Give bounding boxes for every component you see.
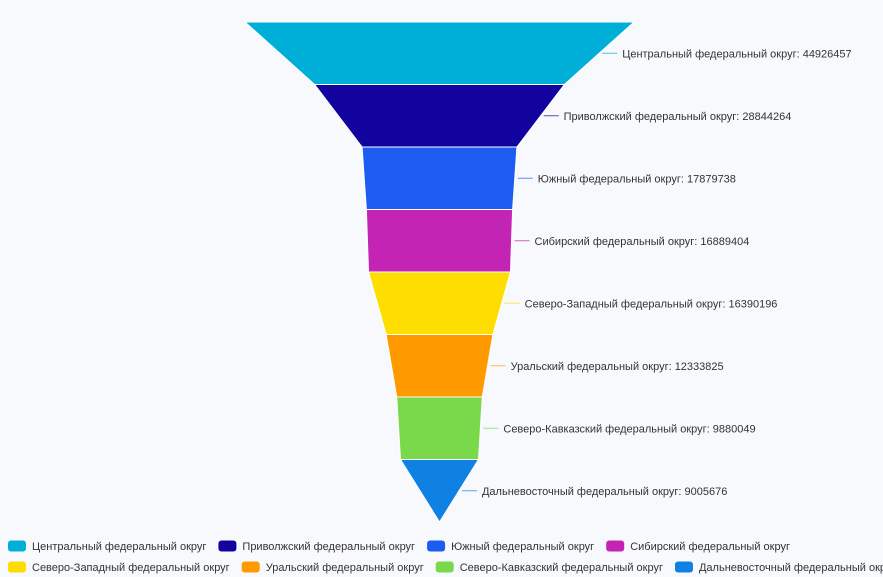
legend-item[interactable]: Северо-Кавказский федеральный округ [435,561,663,575]
legend-swatch [8,561,26,573]
legend-label: Южный федеральный округ [451,541,594,553]
legend-swatch [218,540,237,552]
funnel-segment[interactable] [365,209,514,273]
legend-item[interactable]: Южный федеральный округ [427,540,594,554]
legend-swatch [8,540,26,552]
funnel-segment[interactable] [361,146,518,210]
legend-label: Уральский федеральный округ [266,562,424,574]
legend: Центральный федеральный округ Приволжский… [8,540,883,575]
funnel-segment[interactable] [396,396,483,460]
funnel-segment[interactable] [385,334,494,398]
data-label: Приволжский федеральный округ: 28844264 [564,111,792,123]
legend-swatch [435,561,454,573]
legend-swatch [427,540,446,552]
legend-label: Дальневосточный федеральный округ [699,562,883,574]
funnel-segments [243,21,636,523]
data-label: Северо-Западный федеральный округ: 16390… [525,298,778,310]
data-label: Уральский федеральный округ: 12333825 [511,361,724,373]
legend-item[interactable]: Дальневосточный федеральный округ [674,561,883,575]
funnel-labels: Центральный федеральный округ: 44926457 П… [461,48,852,498]
funnel-segment[interactable] [367,271,512,335]
legend-label: Северо-Кавказский федеральный округ [460,562,663,574]
funnel-segment[interactable] [399,459,480,523]
data-label: Южный федеральный округ: 17879738 [538,173,736,185]
legend-label: Северо-Западный федеральный округ [32,562,230,574]
legend-item[interactable]: Приволжский федеральный округ [218,540,415,554]
legend-label: Центральный федеральный округ [32,541,206,553]
legend-label: Сибирский федеральный округ [630,541,790,553]
legend-label: Приволжский федеральный округ [242,541,415,553]
legend-item[interactable]: Центральный федеральный округ [8,540,206,554]
data-label: Северо-Кавказский федеральный округ: 988… [503,423,755,435]
legend-swatch [606,540,625,552]
legend-item[interactable]: Северо-Западный федеральный округ [8,561,230,575]
legend-item[interactable]: Уральский федеральный округ [241,561,424,575]
legend-swatch [674,561,693,573]
funnel-segment[interactable] [313,84,566,148]
data-label: Сибирский федеральный округ: 16889404 [535,236,750,248]
data-label: Центральный федеральный округ: 44926457 [622,48,851,60]
data-label: Дальневосточный федеральный округ: 90056… [482,486,727,498]
legend-item[interactable]: Сибирский федеральный округ [606,540,790,554]
legend-swatch [241,561,260,573]
funnel-segment[interactable] [243,21,636,85]
